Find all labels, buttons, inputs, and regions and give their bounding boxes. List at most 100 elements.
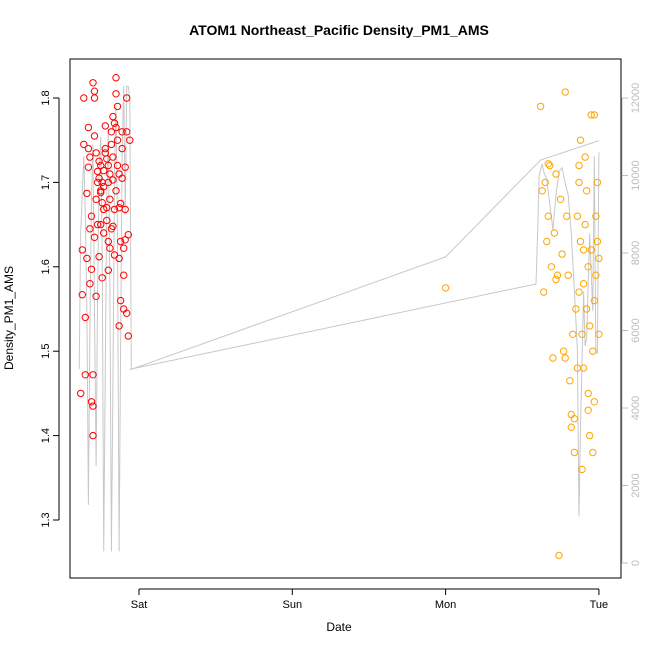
data-point-series-1 — [123, 94, 131, 102]
y-tick-label: 1.3 — [40, 512, 52, 527]
data-point-series-1 — [110, 119, 119, 128]
data-point-series-1 — [89, 79, 97, 87]
data-point-series-1 — [80, 94, 88, 102]
data-point-series-1 — [100, 229, 108, 237]
data-point-series-1 — [106, 195, 114, 204]
data-point-series-2 — [586, 322, 594, 330]
data-point-series-2 — [581, 220, 589, 229]
data-point-series-1 — [123, 309, 131, 317]
data-point-series-2 — [584, 406, 592, 414]
data-point-series-2 — [584, 263, 592, 271]
data-point-series-2 — [536, 102, 545, 111]
y-tick-label: 1.5 — [40, 344, 52, 359]
data-point-series-2 — [573, 212, 582, 220]
data-point-series-1 — [113, 102, 122, 111]
ticks: 1.3 1.4 1.5 1.6 1.7 1.8 0 2000 4000 6000 8000 10000… — [40, 83, 642, 611]
data-point-series-1 — [124, 231, 133, 239]
data-point-series-1 — [110, 251, 119, 259]
data-point-series-2 — [586, 431, 594, 440]
data-point-series-2 — [579, 280, 588, 288]
data-point-series-2 — [582, 187, 591, 195]
data-point-series-1 — [95, 157, 103, 166]
data-point-series-2 — [572, 305, 580, 313]
data-point-series-2 — [561, 354, 569, 362]
data-point-series-2 — [569, 330, 577, 338]
data-point-series-2 — [581, 153, 589, 161]
x-tick-label: Mon — [435, 599, 456, 611]
data-point-series-1 — [109, 112, 117, 121]
data-point-series-2 — [556, 195, 565, 204]
data-point-series-1 — [87, 398, 96, 406]
data-point-series-1 — [109, 176, 117, 184]
data-point-series-1 — [89, 431, 97, 440]
data-point-series-1 — [95, 253, 103, 261]
data-point-series-2 — [589, 347, 597, 355]
y-axis-label: Density_PM1_AMS — [2, 266, 16, 370]
data-point-series-1 — [112, 187, 120, 195]
data-point-series-2 — [555, 551, 563, 560]
data-point-series-2 — [595, 330, 603, 338]
data-point-series-2 — [552, 170, 560, 178]
data-point-series-1 — [121, 163, 129, 171]
data-point-series-1 — [101, 122, 110, 130]
y-tick-label: 1.8 — [40, 90, 52, 105]
data-point-series-2 — [552, 275, 560, 284]
data-point-series-2 — [575, 161, 583, 170]
data-point-series-2 — [563, 212, 571, 220]
data-point-series-1 — [126, 136, 134, 144]
data-point-series-1 — [118, 174, 126, 182]
data-point-series-2 — [593, 178, 602, 187]
data-point-series-1 — [100, 182, 108, 191]
data-point-series-1 — [106, 170, 114, 178]
y2-tick-label: 0 — [630, 560, 642, 566]
data-point-series-1 — [87, 265, 96, 273]
chart-title: ATOM1 Northeast_Pacific Density_PM1_AMS — [189, 22, 489, 38]
data-point-series-1 — [109, 153, 117, 161]
data-point-series-2 — [582, 305, 591, 313]
data-point-series-2 — [576, 136, 585, 144]
data-point-series-1 — [97, 220, 105, 229]
data-point-series-1 — [124, 332, 133, 340]
data-point-series-2 — [544, 160, 552, 168]
data-point-series-2 — [575, 288, 583, 296]
data-point-series-1 — [106, 244, 114, 252]
data-point-series-2 — [561, 88, 569, 96]
line-series-path — [129, 152, 600, 517]
data-point-series-2 — [441, 284, 450, 292]
data-point-series-2 — [584, 389, 592, 398]
plot-frame — [69, 58, 622, 579]
data-point-series-1 — [115, 322, 123, 330]
line-series — [78, 85, 600, 552]
line-series-path — [78, 85, 600, 552]
data-point-series-1 — [116, 237, 125, 246]
data-point-series-2 — [550, 229, 559, 237]
data-point-series-1 — [84, 123, 93, 132]
data-point-series-1 — [80, 140, 88, 149]
y2-tick-label: 6000 — [630, 318, 642, 342]
data-point-series-2 — [593, 237, 602, 246]
data-point-series-1 — [118, 128, 126, 136]
data-point-series-1 — [97, 188, 105, 197]
data-point-series-1 — [84, 163, 93, 171]
data-point-series-1 — [93, 167, 102, 176]
data-point-series-1 — [81, 371, 90, 379]
data-point-series-1 — [112, 90, 120, 98]
data-point-series-2 — [566, 377, 574, 385]
data-point-series-1 — [112, 123, 120, 132]
data-point-series-1 — [116, 199, 125, 208]
data-point-series-2 — [589, 448, 597, 457]
data-point-series-2 — [578, 465, 586, 474]
data-point-series-1 — [110, 205, 119, 214]
y-tick-label: 1.6 — [40, 259, 52, 274]
data-point-series-1 — [86, 225, 94, 233]
data-point-series-2 — [595, 254, 603, 263]
data-point-series-1 — [112, 74, 120, 82]
y-tick-label: 1.7 — [40, 175, 52, 190]
data-point-series-2 — [549, 354, 557, 362]
data-point-series-2 — [590, 111, 598, 119]
data-point-series-2 — [592, 212, 600, 220]
data-point-series-1 — [87, 212, 96, 220]
data-point-series-1 — [103, 216, 111, 225]
scatter-points — [77, 74, 603, 560]
data-point-series-1 — [92, 149, 100, 157]
